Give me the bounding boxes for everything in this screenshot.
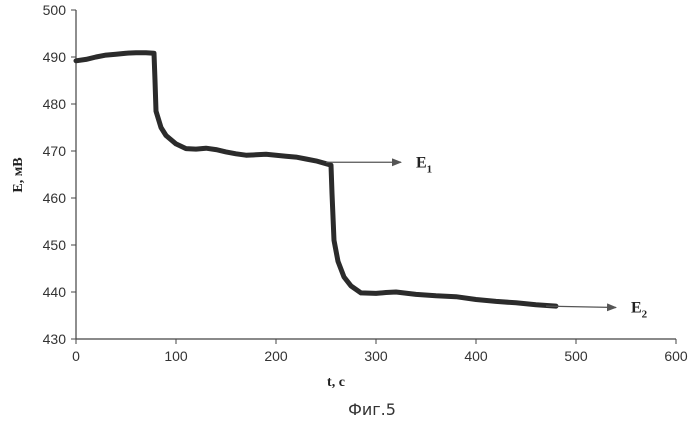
series-line <box>76 53 556 306</box>
x-tick-group: 0 100 200 300 400 500 600 <box>72 339 688 364</box>
y-tick-label: 440 <box>43 284 67 300</box>
x-tick-label: 100 <box>164 348 188 364</box>
y-tick-label: 460 <box>43 190 67 206</box>
x-tick-label: 200 <box>264 348 288 364</box>
annotation-label-subscript: 2 <box>642 309 648 321</box>
y-tick-group: 430 440 450 460 470 480 490 500 <box>43 2 76 347</box>
x-tick-label: 300 <box>364 348 388 364</box>
x-tick-label: 0 <box>72 348 80 364</box>
figure-caption: Фиг.5 <box>348 400 396 419</box>
annotation-label: E1 <box>416 154 432 175</box>
annotation-label-main: E <box>416 154 427 171</box>
annotation-label-subscript: 1 <box>427 163 433 175</box>
annotation-label: E2 <box>631 300 648 321</box>
y-tick-label: 470 <box>43 143 67 159</box>
annotation-label-main: E <box>631 300 642 317</box>
y-axis-title: E, мВ <box>11 157 26 192</box>
y-tick-label: 480 <box>43 96 67 112</box>
y-tick-label: 450 <box>43 237 67 253</box>
y-tick-label: 500 <box>43 2 67 18</box>
x-tick-label: 500 <box>564 348 588 364</box>
y-tick-label: 490 <box>43 49 67 65</box>
x-tick-label: 600 <box>664 348 688 364</box>
y-tick-label: 430 <box>43 331 67 347</box>
x-tick-label: 400 <box>464 348 488 364</box>
x-axis-title: t, c <box>327 375 345 390</box>
